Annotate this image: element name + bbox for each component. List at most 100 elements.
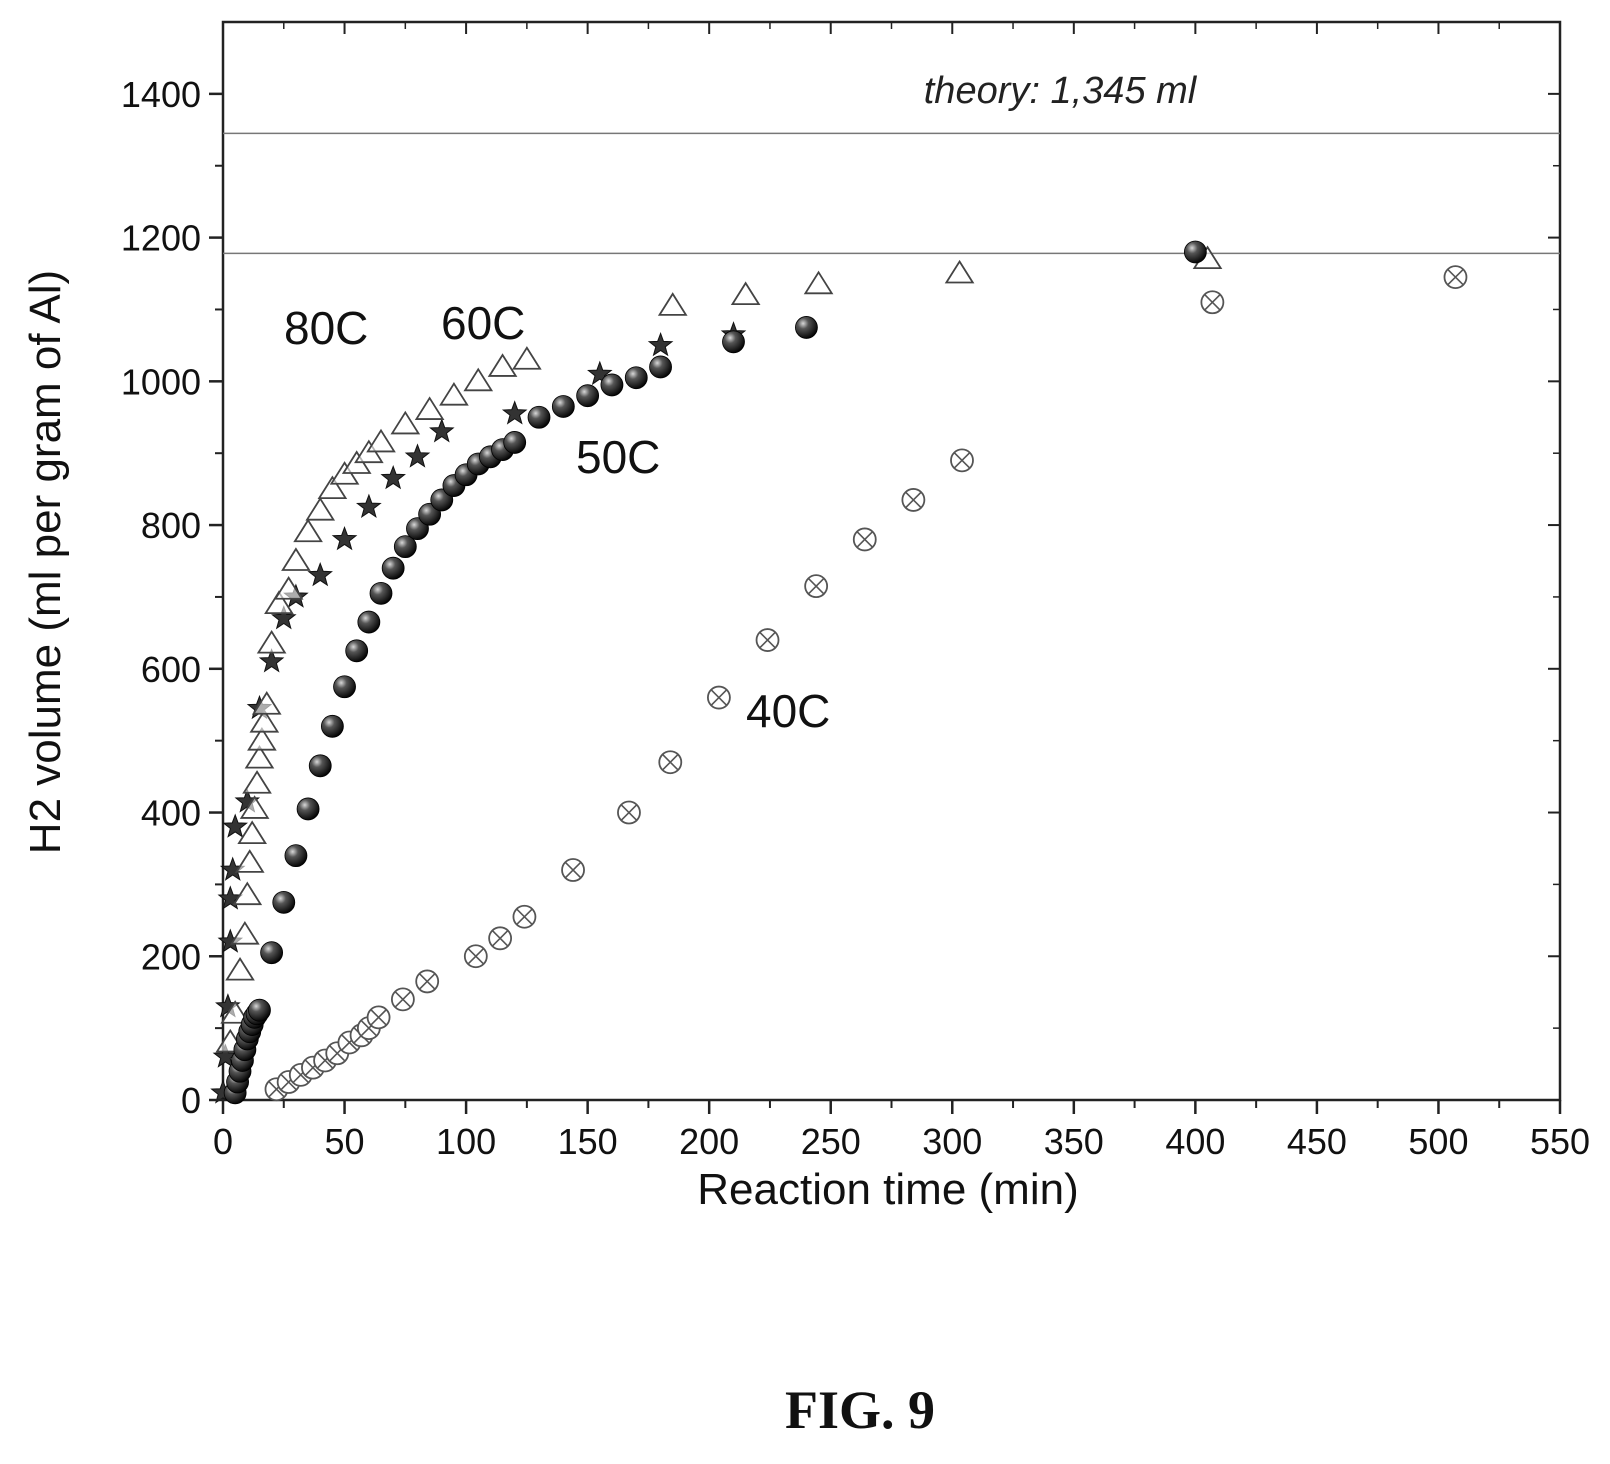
point-80c bbox=[356, 493, 382, 518]
y-tick-label: 1200 bbox=[121, 218, 201, 259]
marker-cross bbox=[759, 632, 776, 649]
point-40c bbox=[755, 628, 780, 652]
point-50c bbox=[357, 610, 381, 634]
point-80c bbox=[404, 443, 431, 468]
point-60c bbox=[281, 547, 311, 571]
point-50c bbox=[722, 330, 745, 354]
x-tick-label: 200 bbox=[679, 1121, 739, 1162]
point-40c bbox=[901, 488, 926, 512]
point-80c bbox=[501, 400, 528, 425]
y-tick-label: 1400 bbox=[121, 74, 201, 115]
point-50c bbox=[600, 373, 624, 397]
point-60c bbox=[242, 770, 272, 794]
marker-cross bbox=[516, 908, 533, 925]
figure-caption: FIG. 9 bbox=[785, 1380, 935, 1440]
marker-cross bbox=[808, 578, 825, 595]
point-80c bbox=[647, 331, 674, 357]
point-50c bbox=[624, 366, 648, 390]
point-50c bbox=[260, 941, 284, 965]
theory-annotation: theory: 1,345 ml bbox=[924, 70, 1198, 112]
y-axis-title: H2 volume (ml per gram of Al) bbox=[21, 270, 70, 854]
marker-cross bbox=[370, 1009, 387, 1026]
x-tick-label: 350 bbox=[1044, 1121, 1104, 1162]
x-tick-label: 400 bbox=[1165, 1121, 1225, 1162]
y-tick-label: 600 bbox=[141, 649, 201, 690]
point-40c bbox=[512, 904, 537, 929]
point-40c bbox=[463, 944, 488, 969]
x-tick-label: 0 bbox=[213, 1121, 233, 1162]
point-50c bbox=[308, 754, 332, 778]
x-tick-label: 150 bbox=[558, 1121, 618, 1162]
y-tick-label: 1000 bbox=[121, 361, 201, 402]
point-80c bbox=[271, 605, 297, 630]
point-60c bbox=[390, 410, 421, 435]
series-60c bbox=[215, 245, 1223, 1053]
point-50c bbox=[272, 890, 296, 914]
point-60c bbox=[657, 292, 688, 316]
point-50c bbox=[393, 535, 417, 559]
y-tick-label: 200 bbox=[141, 936, 201, 977]
marker-cross bbox=[710, 689, 727, 706]
series-50c bbox=[223, 240, 1207, 1105]
point-60c bbox=[239, 795, 270, 819]
marker-cross bbox=[565, 861, 582, 879]
axes: 0 50 100 150 200 250 300 350 400 450 500 550 0 200 400… bbox=[121, 22, 1590, 1162]
point-40c bbox=[617, 800, 641, 825]
point-60c bbox=[249, 709, 280, 733]
point-60c bbox=[414, 396, 445, 420]
point-60c bbox=[251, 691, 282, 715]
point-60c bbox=[244, 744, 275, 769]
series-label-60c: 60C bbox=[441, 297, 525, 349]
x-tick-label: 50 bbox=[325, 1121, 365, 1162]
point-50c bbox=[551, 395, 575, 418]
point-50c bbox=[296, 797, 320, 821]
marker-cross bbox=[467, 948, 484, 965]
point-40c bbox=[950, 448, 974, 473]
point-50c bbox=[248, 998, 271, 1022]
point-80c bbox=[331, 525, 358, 551]
point-50c bbox=[381, 556, 405, 580]
point-50c bbox=[795, 316, 818, 339]
point-80c bbox=[380, 464, 406, 490]
point-40c bbox=[804, 574, 829, 599]
plot-area bbox=[221, 20, 1562, 1102]
point-50c bbox=[320, 714, 344, 738]
point-80c bbox=[222, 813, 248, 838]
point-60c bbox=[512, 346, 542, 370]
point-60c bbox=[225, 956, 255, 981]
point-60c bbox=[264, 590, 294, 615]
marker-cross bbox=[419, 973, 436, 990]
marker-cross bbox=[1447, 269, 1464, 286]
point-40c bbox=[658, 750, 683, 775]
point-50c bbox=[527, 405, 551, 429]
series-40c bbox=[264, 265, 1468, 1102]
point-60c bbox=[232, 881, 263, 906]
point-50c bbox=[649, 355, 672, 379]
point-60c bbox=[944, 259, 975, 284]
y-tick-label: 800 bbox=[141, 505, 201, 546]
marker-cross bbox=[905, 491, 922, 508]
series-label-40c: 40C bbox=[746, 685, 830, 737]
point-60c bbox=[487, 353, 518, 377]
point-40c bbox=[415, 969, 440, 994]
marker-cross bbox=[620, 804, 638, 821]
point-40c bbox=[1443, 265, 1468, 290]
point-40c bbox=[707, 685, 731, 710]
point-60c bbox=[439, 382, 469, 406]
marker-cross bbox=[662, 754, 679, 771]
point-40c bbox=[1200, 290, 1225, 315]
point-50c bbox=[333, 675, 356, 699]
point-60c bbox=[273, 576, 304, 600]
data-marks bbox=[210, 240, 1468, 1105]
point-60c bbox=[293, 518, 323, 543]
point-60c bbox=[234, 849, 265, 873]
series-label-50c: 50C bbox=[576, 431, 660, 483]
point-60c bbox=[803, 270, 834, 295]
point-40c bbox=[488, 926, 513, 951]
point-80c bbox=[258, 648, 285, 673]
y-tick-label: 400 bbox=[141, 793, 201, 834]
marker-cross bbox=[953, 452, 971, 469]
point-80c bbox=[429, 418, 455, 443]
point-50c bbox=[1183, 240, 1207, 264]
